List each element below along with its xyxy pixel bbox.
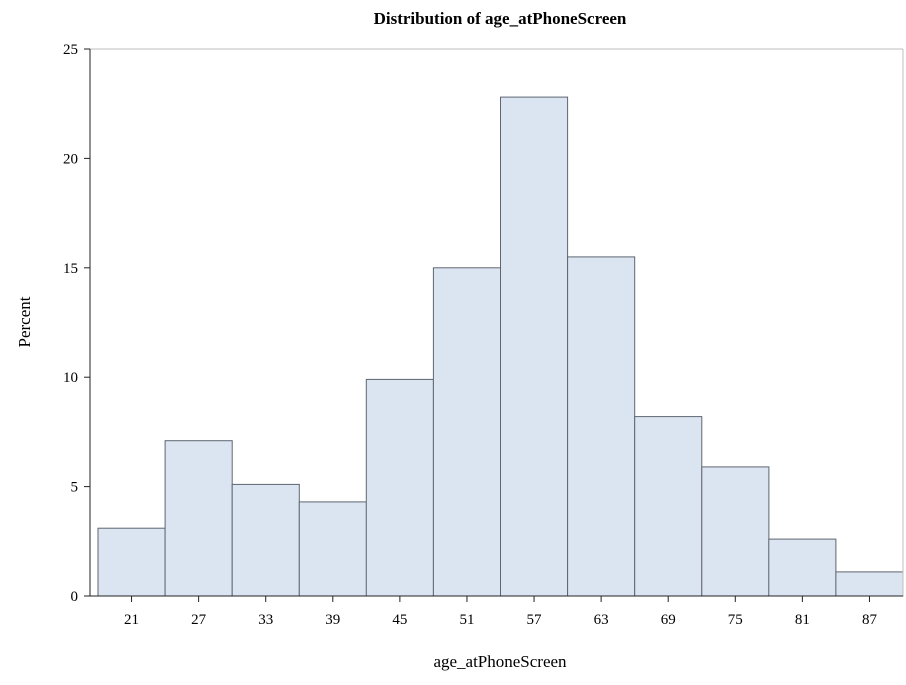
axes-layer: 0 5 10 15 20 25 21 27 33 39 45 51 57 63 69 75 81 87 bbox=[63, 42, 904, 628]
histogram-bar-39 bbox=[298, 501, 367, 597]
histogram-bar-69 bbox=[634, 416, 703, 597]
histogram-bar-21 bbox=[97, 527, 166, 597]
x-tick-label-81: 81 bbox=[795, 612, 810, 628]
x-tick-label-51: 51 bbox=[459, 612, 474, 628]
y-tick-label-10: 10 bbox=[63, 370, 78, 386]
x-tick-label-27: 27 bbox=[191, 612, 207, 628]
histogram-bar-81 bbox=[768, 538, 837, 597]
histogram-bar-57 bbox=[500, 96, 569, 597]
histogram-bar-45 bbox=[365, 378, 434, 597]
histogram-bar-33 bbox=[231, 483, 300, 597]
x-tick-label-63: 63 bbox=[594, 612, 609, 628]
y-tick-label-25: 25 bbox=[63, 42, 78, 58]
bars-layer bbox=[97, 96, 904, 597]
x-tick-label-39: 39 bbox=[325, 612, 340, 628]
x-tick-label-21: 21 bbox=[124, 612, 139, 628]
y-tick-label-15: 15 bbox=[63, 261, 78, 277]
histogram-bar-51 bbox=[432, 267, 501, 597]
x-tick-label-57: 57 bbox=[527, 612, 543, 628]
x-tick-label-75: 75 bbox=[728, 612, 743, 628]
y-tick-label-20: 20 bbox=[63, 151, 78, 167]
x-tick-label-45: 45 bbox=[392, 612, 407, 628]
x-tick-label-69: 69 bbox=[661, 612, 676, 628]
histogram-bar-75 bbox=[701, 466, 770, 597]
x-axis-label: age_atPhoneScreen bbox=[433, 652, 567, 671]
chart-title: Distribution of age_atPhoneScreen bbox=[374, 9, 627, 28]
y-axis-label: Percent bbox=[15, 296, 34, 347]
histogram-bar-63 bbox=[567, 256, 636, 597]
x-tick-label-87: 87 bbox=[862, 612, 878, 628]
histogram-bar-27 bbox=[164, 440, 233, 597]
x-tick-label-33: 33 bbox=[258, 612, 273, 628]
y-tick-label-5: 5 bbox=[71, 480, 79, 496]
histogram-bar-87 bbox=[835, 571, 904, 597]
y-tick-label-0: 0 bbox=[71, 589, 79, 605]
